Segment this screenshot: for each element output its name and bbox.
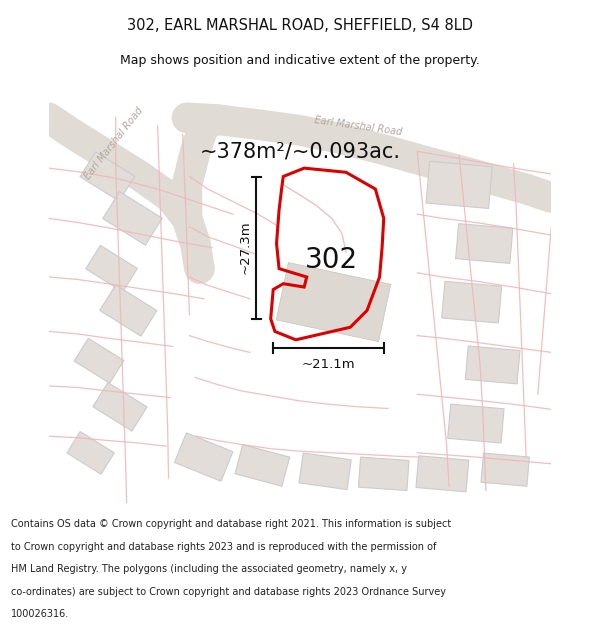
Polygon shape [442, 281, 502, 323]
Polygon shape [175, 433, 233, 481]
Polygon shape [235, 444, 290, 486]
Text: 302: 302 [305, 246, 358, 274]
Text: HM Land Registry. The polygons (including the associated geometry, namely x, y: HM Land Registry. The polygons (includin… [11, 564, 407, 574]
Text: 100026316.: 100026316. [11, 609, 69, 619]
Polygon shape [276, 262, 391, 342]
Polygon shape [100, 285, 157, 336]
Polygon shape [67, 432, 115, 474]
Text: Earl Marshal Road: Earl Marshal Road [83, 105, 145, 181]
Polygon shape [299, 453, 351, 489]
Polygon shape [80, 152, 134, 201]
Text: ~21.1m: ~21.1m [302, 358, 355, 371]
Polygon shape [86, 246, 137, 292]
Text: ~378m²/~0.093ac.: ~378m²/~0.093ac. [199, 141, 401, 161]
Polygon shape [74, 338, 124, 383]
Polygon shape [448, 404, 504, 443]
Text: 302, EARL MARSHAL ROAD, SHEFFIELD, S4 8LD: 302, EARL MARSHAL ROAD, SHEFFIELD, S4 8L… [127, 18, 473, 32]
Polygon shape [466, 346, 520, 384]
Text: to Crown copyright and database rights 2023 and is reproduced with the permissio: to Crown copyright and database rights 2… [11, 541, 436, 551]
Text: ~27.3m: ~27.3m [238, 221, 251, 274]
Text: Earl Marshal Road: Earl Marshal Road [314, 115, 403, 138]
Polygon shape [93, 382, 147, 431]
Polygon shape [426, 161, 492, 209]
Polygon shape [358, 457, 409, 491]
Polygon shape [481, 453, 529, 486]
Text: co-ordinates) are subject to Crown copyright and database rights 2023 Ordnance S: co-ordinates) are subject to Crown copyr… [11, 587, 446, 597]
Polygon shape [103, 192, 162, 245]
Text: Contains OS data © Crown copyright and database right 2021. This information is : Contains OS data © Crown copyright and d… [11, 519, 451, 529]
Text: Map shows position and indicative extent of the property.: Map shows position and indicative extent… [120, 54, 480, 68]
Polygon shape [416, 456, 469, 492]
Polygon shape [455, 224, 513, 263]
